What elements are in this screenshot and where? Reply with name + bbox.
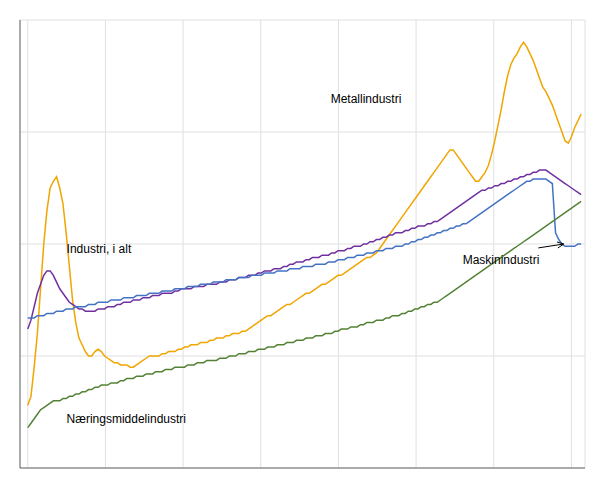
svg-text:Industri, i alt: Industri, i alt <box>67 242 132 256</box>
svg-text:Næringsmiddelindustri: Næringsmiddelindustri <box>67 412 186 426</box>
svg-text:Maskinindustri: Maskinindustri <box>463 253 540 267</box>
svg-text:Metallindustri: Metallindustri <box>331 92 402 106</box>
